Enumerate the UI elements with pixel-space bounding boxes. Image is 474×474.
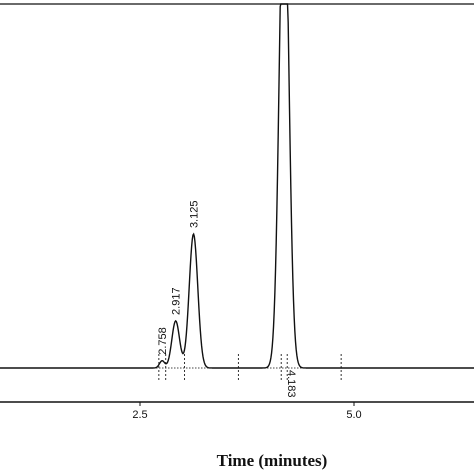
peak-label: 2.917 — [171, 287, 183, 315]
x-tick-label: 2.5 — [132, 409, 147, 421]
x-axis-label: Time (minutes) — [217, 451, 328, 470]
plot-frame — [0, 3, 474, 403]
chromatogram-trace — [0, 3, 474, 369]
x-axis: 2.5 5.0 — [132, 402, 362, 421]
chromatogram-trace-group — [0, 3, 474, 369]
peak-label: 2.758 — [157, 327, 169, 355]
peak-label: 4.183 — [285, 370, 297, 398]
x-tick-label: 5.0 — [346, 409, 361, 421]
peak-label: 3.125 — [189, 201, 201, 229]
integration-marks — [158, 354, 342, 380]
